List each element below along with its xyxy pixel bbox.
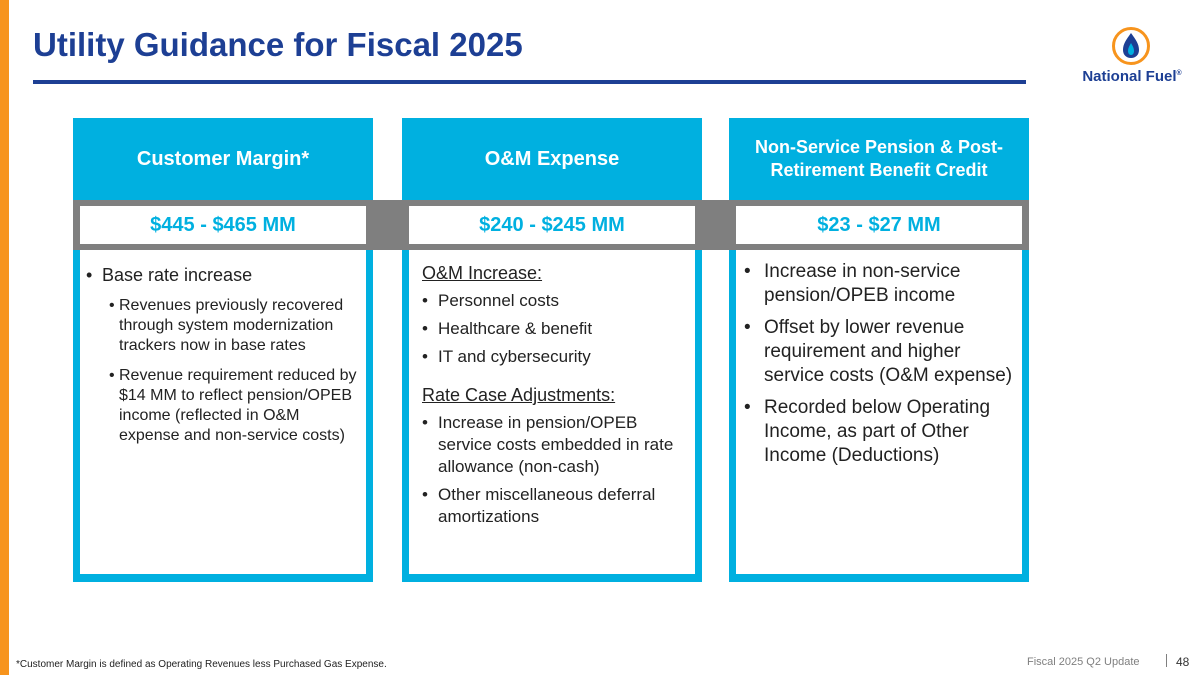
list-item: Revenues previously recovered through sy… bbox=[109, 296, 361, 356]
list-item: Offset by lower revenue requirement and … bbox=[744, 316, 1016, 388]
list-item: Recorded below Operating Income, as part… bbox=[744, 396, 1016, 468]
pension-credit-header: Non-Service Pension & Post-Retirement Be… bbox=[754, 137, 1004, 180]
pension-credit-value: $23 - $27 MM bbox=[736, 206, 1022, 244]
flame-icon bbox=[1112, 27, 1150, 65]
list-item: Increase in non-service pension/OPEB inc… bbox=[744, 260, 1016, 308]
list-item: Increase in pension/OPEB service costs e… bbox=[422, 412, 684, 478]
page-number: 48 bbox=[1176, 655, 1190, 669]
customer-margin-value: $445 - $465 MM bbox=[80, 206, 366, 244]
customer-margin-column: Customer Margin* Base rate increase Reve… bbox=[73, 118, 373, 582]
list-item: Revenue requirement reduced by $14 MM to… bbox=[109, 366, 361, 446]
customer-margin-header: Customer Margin* bbox=[136, 148, 310, 170]
list-item: IT and cybersecurity bbox=[422, 346, 684, 368]
list-item: Healthcare & benefit bbox=[422, 318, 684, 340]
footer-divider bbox=[1166, 654, 1167, 667]
list-item: Personnel costs bbox=[422, 290, 684, 312]
page-title: Utility Guidance for Fiscal 2025 bbox=[33, 26, 523, 63]
pension-credit-body: Increase in non-service pension/OPEB inc… bbox=[736, 250, 1022, 574]
pension-credit-column: Non-Service Pension & Post-Retirement Be… bbox=[729, 118, 1029, 582]
title-divider bbox=[33, 80, 1026, 84]
logo-wordmark: National Fuel® bbox=[1082, 68, 1182, 85]
company-logo: National Fuel® bbox=[1076, 26, 1188, 90]
footer-label: Fiscal 2025 Q2 Update bbox=[1027, 656, 1140, 668]
section-heading: O&M Increase: bbox=[422, 263, 543, 283]
om-expense-header: O&M Expense bbox=[484, 148, 620, 170]
section-heading: Rate Case Adjustments: bbox=[422, 385, 616, 405]
om-expense-value: $240 - $245 MM bbox=[409, 206, 695, 244]
om-expense-column: O&M Expense O&M Increase: Personnel cost… bbox=[402, 118, 702, 582]
customer-margin-body: Base rate increase Revenues previously r… bbox=[80, 250, 366, 574]
om-expense-body: O&M Increase: Personnel costs Healthcare… bbox=[409, 250, 695, 574]
accent-bar bbox=[0, 0, 9, 675]
list-item: Base rate increase bbox=[86, 264, 361, 286]
footnote: *Customer Margin is defined as Operating… bbox=[16, 659, 387, 670]
list-item: Other miscellaneous deferral amortizatio… bbox=[422, 484, 684, 528]
